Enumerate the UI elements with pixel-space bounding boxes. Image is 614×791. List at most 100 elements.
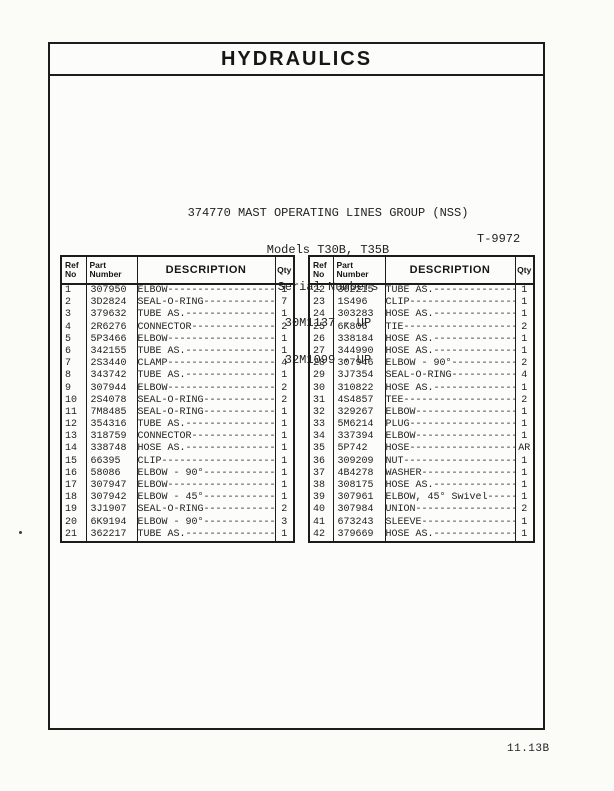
ref-no-cell: 13 — [65, 431, 78, 443]
table-row: 17 307947ELBOW---------------------------… — [61, 480, 294, 493]
ref-no-cell: 11 — [65, 406, 78, 418]
part-number-cell: 307946 — [332, 358, 385, 371]
qty-cell: 1 — [514, 492, 534, 505]
table-header-row: Ref No Part Number DESCRIPTION Qty — [61, 256, 294, 285]
part-number-cell: 362215 — [332, 284, 385, 298]
table-row: 19 3J1907SEAL-O-RING---------------------… — [61, 504, 294, 517]
description-cell: ELBOW-----------------------------------… — [384, 431, 515, 444]
dash-leader: ----------------------------------------… — [433, 345, 515, 357]
ref-no-cell: 7 — [65, 358, 72, 370]
table-header-row: Ref No Part Number DESCRIPTION Qty — [309, 256, 534, 285]
table-row: 2 3D2824SEAL-O-RING----------------------… — [61, 297, 294, 310]
part-number-cell: 337394 — [332, 431, 385, 444]
table-row: 40 307984UNION---------------------------… — [309, 504, 534, 517]
dash-leader: ----------------------------------------… — [433, 382, 515, 394]
qty-cell: 2 — [274, 394, 294, 407]
qty-cell: 1 — [274, 370, 294, 383]
part-number-cell: 309209 — [332, 455, 385, 468]
ref-no-cell: 26 — [313, 333, 326, 345]
part-number-cell: 308175 — [332, 480, 385, 493]
description-cell: SEAL-O-RING-----------------------------… — [136, 297, 275, 310]
part-number-cell: 307984 — [332, 504, 385, 517]
qty-header: Qty — [274, 256, 294, 285]
table-row: 29 3J7354SEAL-O-RING---------------------… — [309, 370, 534, 383]
table-row: 1 307950ELBOW----------------------------… — [61, 284, 294, 298]
part-number-cell: 307944 — [85, 382, 137, 395]
description-cell: SEAL-O-RING-----------------------------… — [136, 394, 275, 407]
ref-no-cell: 42 — [313, 528, 326, 540]
ref-no-cell: 9 — [65, 382, 72, 394]
dash-leader: ----------------------------------------… — [203, 492, 275, 504]
description-cell: ELBOW - 45°-----------------------------… — [136, 492, 275, 505]
dash-leader: ----------------------------------------… — [191, 431, 275, 443]
qty-cell: 1 — [514, 528, 534, 542]
group-title-line: 374770 MAST OPERATING LINES GROUP (NSS) — [187, 206, 469, 221]
qty-cell: 1 — [274, 443, 294, 456]
dash-leader: ----------------------------------------… — [415, 504, 515, 516]
qty-cell: 2 — [514, 504, 534, 517]
dash-leader: ----------------------------------------… — [203, 504, 275, 516]
ref-no-cell: 4 — [65, 321, 72, 333]
table-row: 10 2S4078SEAL-O-RING---------------------… — [61, 394, 294, 407]
description-cell: HOSE AS.--------------------------------… — [384, 528, 515, 542]
dash-leader: ----------------------------------------… — [403, 321, 515, 333]
ref-no-cell: 12 — [65, 419, 78, 431]
part-number-cell: 307942 — [85, 492, 137, 505]
page-header-band: HYDRAULICS — [50, 44, 543, 76]
dash-leader: ----------------------------------------… — [421, 516, 515, 528]
part-number-cell: 343742 — [85, 370, 137, 383]
description-cell: SLEEVE----------------------------------… — [384, 516, 515, 529]
part-number-cell: 354316 — [85, 419, 137, 432]
dash-leader: ----------------------------------------… — [167, 285, 275, 296]
part-number-cell: 673243 — [332, 516, 385, 529]
ref-no-cell: 36 — [313, 455, 326, 467]
table-row: 37 4B4278WASHER--------------------------… — [309, 467, 534, 480]
part-number-cell: 1S496 — [332, 297, 385, 310]
qty-cell: 1 — [274, 480, 294, 493]
scan-artifact-speck — [19, 531, 22, 534]
table-row: 7 2S3440CLAMP----------------------------… — [61, 358, 294, 371]
dash-leader: ----------------------------------------… — [185, 309, 275, 321]
description-cell: CLAMP-----------------------------------… — [136, 358, 275, 371]
description-cell: SEAL-O-RING-----------------------------… — [384, 370, 515, 383]
table-row: 15 66395CLIP-----------------------------… — [61, 455, 294, 468]
description-header: DESCRIPTION — [384, 256, 515, 285]
description-cell: ELBOW, 45° Swivel-----------------------… — [384, 492, 515, 505]
part-number-cell: 4S4857 — [332, 394, 385, 407]
table-row: 32 329267ELBOW---------------------------… — [309, 406, 534, 420]
dash-leader: ----------------------------------------… — [433, 528, 515, 540]
qty-cell: 2 — [274, 321, 294, 334]
table-row: 35 5P742HOSE-----------------------------… — [309, 443, 534, 456]
part-number-cell: 338748 — [85, 443, 137, 456]
dash-leader: ----------------------------------------… — [185, 528, 275, 540]
part-number-cell: 307950 — [85, 284, 137, 298]
part-number-cell: 362217 — [85, 528, 137, 542]
dash-leader: ----------------------------------------… — [403, 455, 515, 467]
qty-cell: 1 — [514, 467, 534, 480]
qty-cell: 2 — [274, 504, 294, 517]
qty-cell: 1 — [274, 406, 294, 420]
dash-leader: ----------------------------------------… — [433, 480, 515, 491]
drawing-ref: T-9972 — [477, 232, 521, 246]
table-row: 4 2R6276CONNECTOR------------------------… — [61, 321, 294, 334]
ref-no-cell: 5 — [65, 333, 72, 345]
qty-cell: 1 — [274, 431, 294, 444]
part-number-cell: 344990 — [332, 345, 385, 359]
part-number-cell: 6K806 — [332, 321, 385, 334]
dash-leader: ----------------------------------------… — [185, 419, 275, 431]
table-row: 5 5P3466ELBOW----------------------------… — [61, 333, 294, 346]
part-number-cell: 5P3466 — [85, 333, 137, 346]
qty-cell: 1 — [514, 333, 534, 346]
dash-leader: ----------------------------------------… — [167, 333, 275, 345]
dash-leader: ----------------------------------------… — [203, 394, 275, 406]
description-cell: TUBE AS.--------------------------------… — [136, 309, 275, 322]
dash-leader: ----------------------------------------… — [191, 321, 275, 333]
